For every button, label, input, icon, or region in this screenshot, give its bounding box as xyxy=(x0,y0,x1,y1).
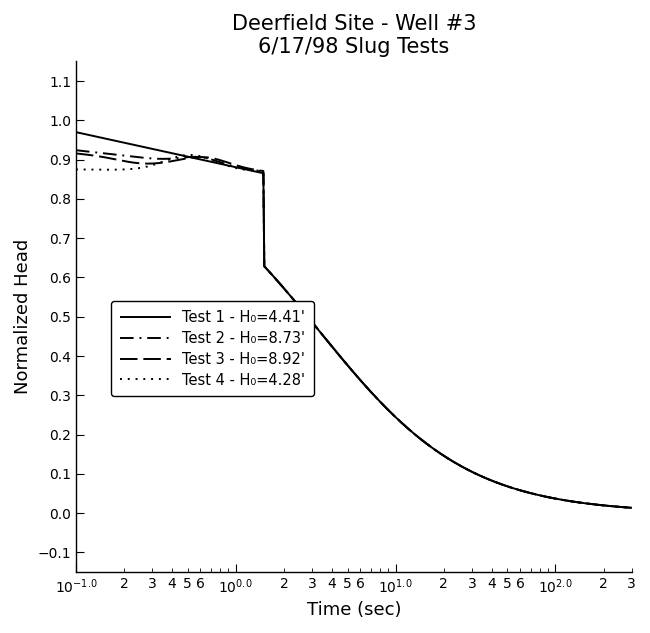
Test 3 - H₀=8.92' xyxy=(628,504,636,511)
Y-axis label: Normalized Head: Normalized Head xyxy=(14,239,32,394)
Test 4 - H₀=4.28' xyxy=(491,479,499,486)
Test 2 - H₀=8.73' xyxy=(324,337,332,345)
Test 2 - H₀=8.73' xyxy=(443,454,451,461)
Test 2 - H₀=8.73' xyxy=(400,421,408,429)
Test 3 - H₀=8.92' xyxy=(170,157,178,165)
Test 1 - H₀=4.41' xyxy=(72,128,80,136)
Test 1 - H₀=4.41' xyxy=(215,160,223,167)
Test 1 - H₀=4.41' xyxy=(324,337,332,345)
Test 1 - H₀=4.41' xyxy=(400,421,408,429)
Test 1 - H₀=4.41' xyxy=(170,150,178,158)
Line: Test 4 - H₀=4.28': Test 4 - H₀=4.28' xyxy=(76,155,632,508)
Test 4 - H₀=4.28' xyxy=(324,338,332,346)
Test 3 - H₀=8.92' xyxy=(72,149,80,157)
Test 4 - H₀=4.28' xyxy=(400,422,408,429)
Title: Deerfield Site - Well #3
6/17/98 Slug Tests: Deerfield Site - Well #3 6/17/98 Slug Te… xyxy=(231,14,476,57)
Test 2 - H₀=8.73' xyxy=(491,478,499,486)
Test 3 - H₀=8.92' xyxy=(491,478,499,486)
Test 4 - H₀=4.28' xyxy=(170,154,178,161)
Test 2 - H₀=8.73' xyxy=(72,146,80,154)
X-axis label: Time (sec): Time (sec) xyxy=(307,601,401,619)
Test 2 - H₀=8.73' xyxy=(628,504,636,511)
Test 1 - H₀=4.41' xyxy=(443,454,451,461)
Line: Test 1 - H₀=4.41': Test 1 - H₀=4.41' xyxy=(76,132,632,508)
Test 2 - H₀=8.73' xyxy=(215,158,223,166)
Line: Test 2 - H₀=8.73': Test 2 - H₀=8.73' xyxy=(76,150,632,508)
Test 3 - H₀=8.92' xyxy=(400,421,408,429)
Test 4 - H₀=4.28' xyxy=(186,151,194,159)
Test 3 - H₀=8.92' xyxy=(324,337,332,345)
Test 4 - H₀=4.28' xyxy=(444,454,452,462)
Test 4 - H₀=4.28' xyxy=(628,504,636,511)
Line: Test 3 - H₀=8.92': Test 3 - H₀=8.92' xyxy=(76,153,632,508)
Test 3 - H₀=8.92' xyxy=(215,156,223,163)
Test 3 - H₀=8.92' xyxy=(443,454,451,461)
Test 4 - H₀=4.28' xyxy=(72,166,80,173)
Test 1 - H₀=4.41' xyxy=(628,504,636,511)
Legend: Test 1 - H₀=4.41', Test 2 - H₀=8.73', Test 3 - H₀=8.92', Test 4 - H₀=4.28': Test 1 - H₀=4.41', Test 2 - H₀=8.73', Te… xyxy=(111,301,314,396)
Test 4 - H₀=4.28' xyxy=(216,159,224,166)
Test 2 - H₀=8.73' xyxy=(170,154,178,162)
Test 1 - H₀=4.41' xyxy=(491,478,499,486)
